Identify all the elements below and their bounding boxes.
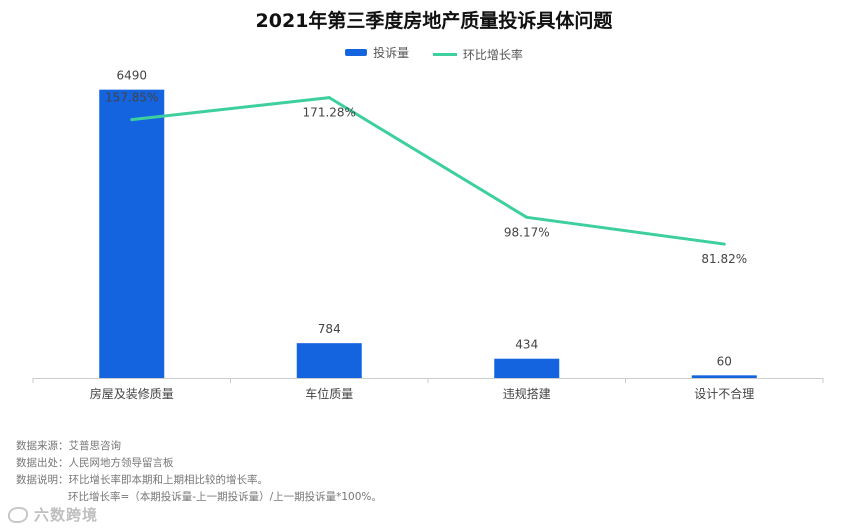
- legend-bar-swatch: [345, 49, 368, 56]
- x-tick-label: 违规搭建: [503, 386, 551, 401]
- watermark-logo-icon: [8, 506, 28, 523]
- legend-item-bar[interactable]: 投诉量: [345, 44, 409, 61]
- note-origin: 数据出处：人民网地方领导留言板: [16, 457, 174, 469]
- line-value-label: 98.17%: [504, 225, 550, 239]
- note-source: 数据来源：艾普思咨询: [16, 440, 121, 452]
- legend-line-label: 环比增长率: [462, 48, 523, 62]
- x-tick-label: 设计不合理: [694, 386, 754, 401]
- bar-value-label: 6490: [116, 69, 147, 83]
- x-tick-label: 房屋及装修质量: [90, 386, 174, 401]
- bar-1: [99, 89, 165, 378]
- line-value-label: 81.82%: [701, 252, 747, 266]
- legend-item-line[interactable]: 环比增长率: [432, 46, 523, 63]
- chart-plot: 6490 房屋及装修质量 784 车位质量 434 违规搭建 60 设计不合理 157.85% 1…: [32, 69, 824, 401]
- line-point-2: [327, 96, 331, 100]
- bar-3: [494, 358, 560, 378]
- bar-value-label: 434: [515, 338, 538, 352]
- chart-title: 2021年第三季度房地产质量投诉具体问题: [255, 10, 613, 32]
- line-point-4: [722, 242, 726, 246]
- line-point-1: [130, 118, 134, 122]
- growth-rate-line: [131, 96, 725, 246]
- line-point-3: [525, 215, 529, 219]
- legend: 投诉量 环比增长率: [0, 44, 868, 63]
- x-tick-label: 车位质量: [305, 386, 353, 401]
- line-value-label: 157.85%: [105, 91, 158, 105]
- watermark-text: 六数跨境: [34, 506, 99, 524]
- legend-bar-label: 投诉量: [373, 46, 410, 60]
- line-value-label: 171.28%: [303, 106, 356, 120]
- watermark: 六数跨境: [8, 504, 98, 525]
- bar-value-label: 60: [717, 354, 732, 368]
- note-explanation: 数据说明：环比增长率即本期和上期相比较的增长率。: [16, 474, 268, 486]
- chart-notes: 数据来源：艾普思咨询 数据出处：人民网地方领导留言板 数据说明：环比增长率即本期…: [16, 438, 382, 506]
- bar-value-label: 784: [318, 322, 341, 336]
- bar-2: [296, 343, 362, 378]
- legend-line-swatch: [432, 53, 457, 56]
- bar-4: [691, 375, 757, 378]
- note-formula: 环比增长率=（本期投诉量-上一期投诉量）/上一期投诉量*100%。: [68, 491, 382, 503]
